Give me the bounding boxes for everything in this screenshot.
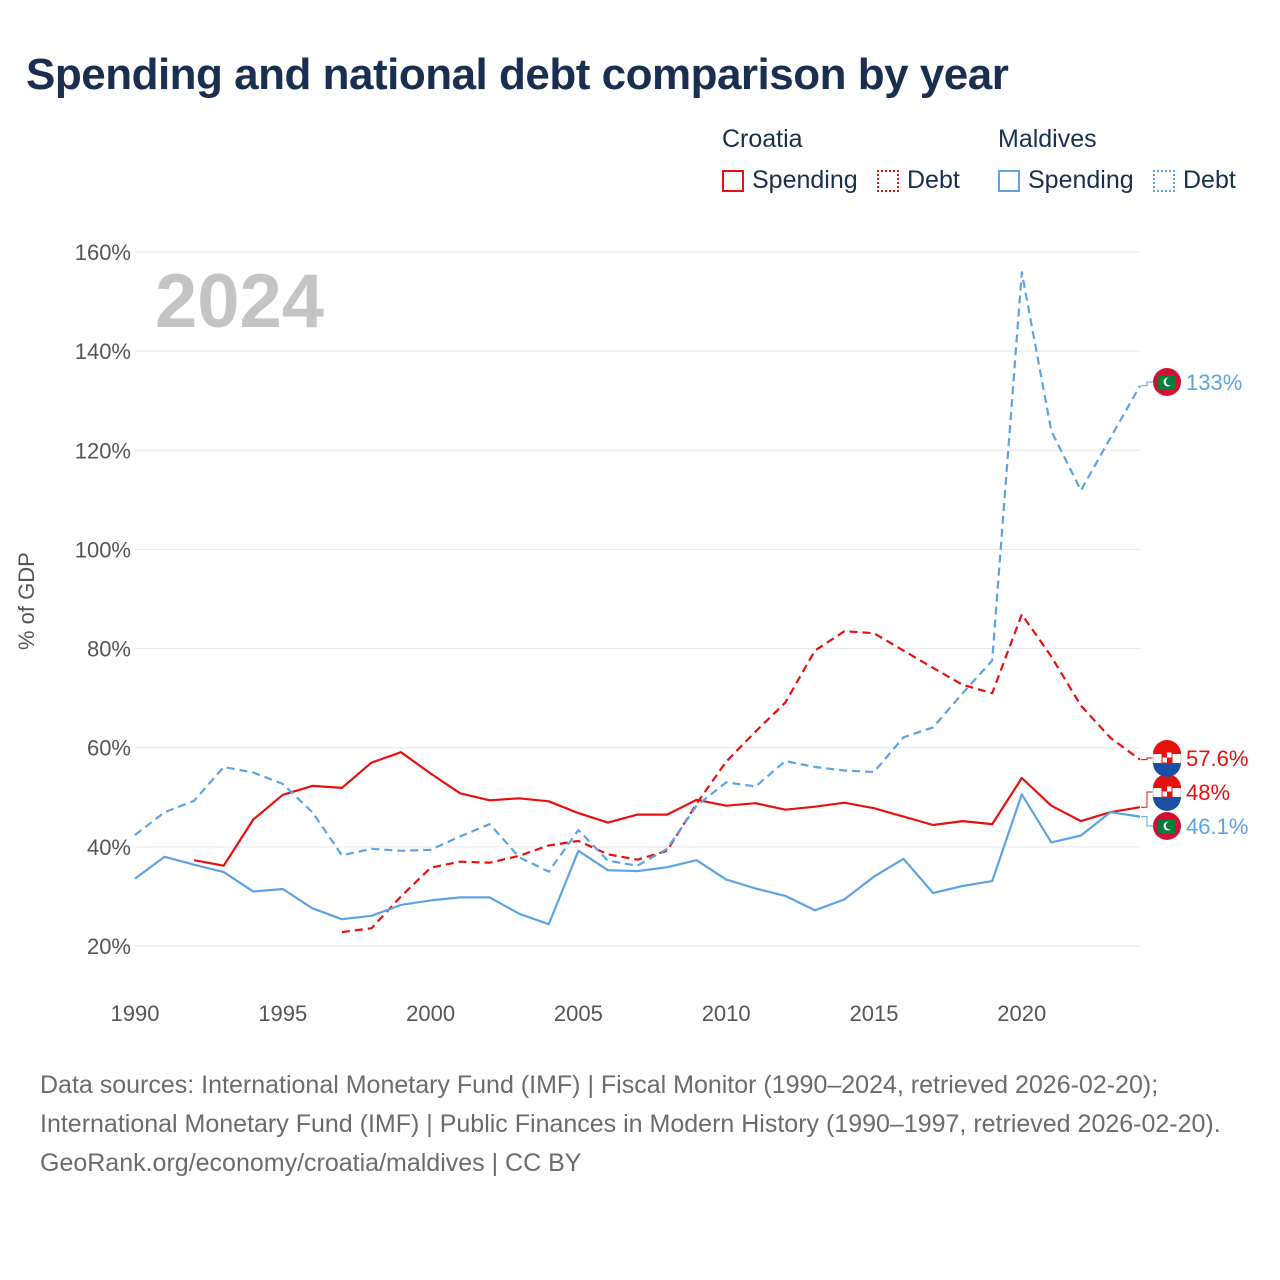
x-tick-label: 2015 — [849, 1001, 898, 1026]
year-watermark: 2024 — [155, 259, 325, 344]
series-line-maldives-spending — [134, 793, 1141, 926]
credit-link[interactable]: GeoRank.org/economy/croatia/maldives | C… — [40, 1149, 582, 1177]
end-labels: 48% 57.6% 46.1% 133% — [1141, 368, 1248, 840]
end-value-label: 48% — [1186, 780, 1230, 805]
x-tick-label: 2005 — [554, 1001, 603, 1026]
x-tick-label: 1995 — [258, 1001, 307, 1026]
y-tick-label: 20% — [87, 934, 131, 959]
legend-swatch-solid-red — [722, 169, 744, 192]
end-value-label: 133% — [1186, 370, 1242, 395]
maldives-flag-icon — [1153, 812, 1181, 840]
y-tick-label: 140% — [75, 339, 131, 364]
chart-title: Spending and national debt comparison by… — [26, 50, 1009, 99]
series-line-croatia-spending — [193, 751, 1141, 867]
end-value-label: 46.1% — [1186, 814, 1248, 839]
legend-label: Spending — [1028, 166, 1134, 194]
end-label-connector — [1141, 381, 1153, 387]
y-tick-label: 120% — [75, 438, 131, 463]
y-tick-label: 160% — [75, 240, 131, 265]
legend-croatia-spending[interactable]: Spending — [722, 166, 858, 195]
series-line-maldives-debt — [134, 271, 1141, 873]
x-tick-labels: 1990 1995 2000 2005 2010 2015 2020 — [111, 1001, 1047, 1026]
legend-label: Debt — [1183, 166, 1236, 194]
legend-label: Spending — [752, 166, 858, 194]
end-label-connector — [1141, 757, 1153, 761]
legend-croatia-debt[interactable]: Debt — [877, 166, 960, 195]
series-line-croatia-debt — [341, 613, 1141, 934]
legend-swatch-dotted-red — [877, 169, 899, 192]
y-tick-label: 80% — [87, 637, 131, 662]
end-label-connector — [1141, 816, 1153, 827]
x-tick-label: 2010 — [702, 1001, 751, 1026]
line-chart: 20% 40% 60% 80% 100% 120% 140% 160% 1990 1995 200… — [75, 240, 1249, 1026]
croatia-flag-icon — [1152, 740, 1182, 777]
legend-maldives-debt[interactable]: Debt — [1153, 166, 1236, 195]
x-tick-label: 1990 — [111, 1001, 160, 1026]
x-tick-label: 2000 — [406, 1001, 455, 1026]
legend-swatch-solid-blue — [998, 169, 1020, 192]
y-tick-label: 100% — [75, 537, 131, 562]
x-tick-label: 2020 — [997, 1001, 1046, 1026]
legend-country-croatia: Croatia — [722, 125, 803, 153]
end-value-label: 57.6% — [1186, 746, 1248, 771]
maldives-flag-icon — [1153, 368, 1181, 396]
end-label-connector — [1141, 791, 1153, 808]
legend-maldives-spending[interactable]: Spending — [998, 166, 1134, 195]
legend-label: Debt — [907, 166, 960, 194]
footer: Data sources: International Monetary Fun… — [40, 1066, 1240, 1183]
croatia-flag-icon — [1152, 774, 1182, 811]
gridlines — [135, 251, 1140, 947]
y-tick-labels: 20% 40% 60% 80% 100% 120% 140% 160% — [75, 240, 131, 959]
y-tick-label: 60% — [87, 736, 131, 761]
data-sources: Data sources: International Monetary Fun… — [40, 1071, 1221, 1138]
series-lines — [134, 271, 1141, 934]
legend-swatch-dotted-blue — [1153, 169, 1175, 192]
y-tick-label: 40% — [87, 835, 131, 860]
legend-country-maldives: Maldives — [998, 125, 1097, 153]
